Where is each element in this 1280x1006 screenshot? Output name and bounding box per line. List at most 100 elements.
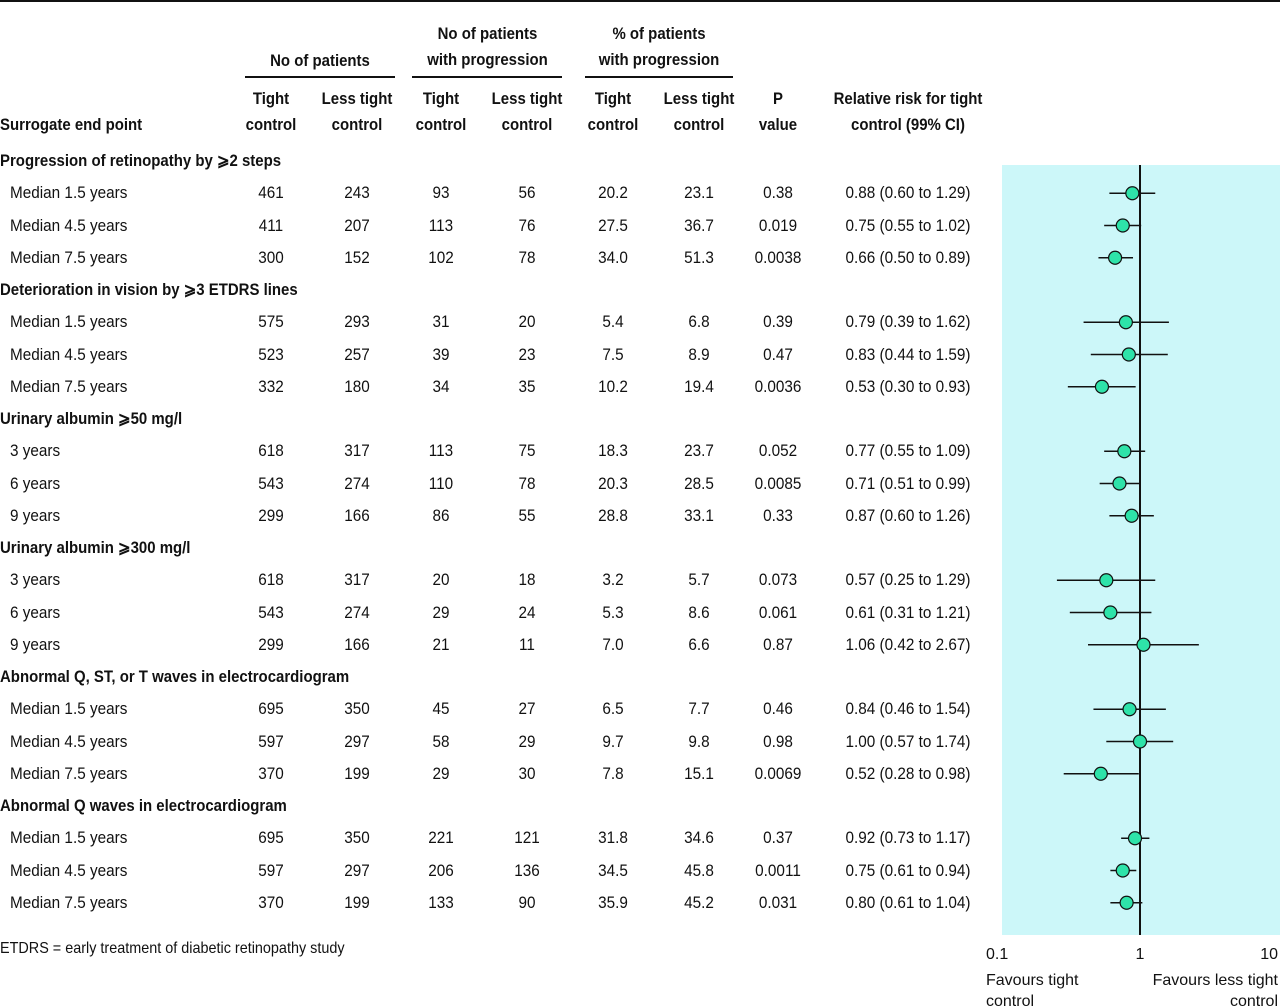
cell-pct-less: 6.8 bbox=[688, 312, 710, 332]
favours-less-tight-label: control bbox=[1230, 993, 1278, 1006]
rr-marker bbox=[1099, 573, 1114, 588]
cell-p: 0.0085 bbox=[754, 473, 802, 493]
row-label: Median 1.5 years bbox=[10, 828, 128, 848]
rr-marker bbox=[1127, 831, 1143, 846]
row-label: Median 4.5 years bbox=[10, 344, 128, 364]
axis-tick-label: 0.1 bbox=[986, 946, 1008, 963]
cell-p: 0.052 bbox=[758, 441, 798, 461]
cell-rr-text: 1.00 (0.57 to 1.74) bbox=[845, 731, 971, 751]
header-prog-less: Less tight control bbox=[487, 86, 566, 138]
cell-n-less: 297 bbox=[344, 860, 370, 880]
cell-prog-less: 78 bbox=[518, 473, 536, 493]
cell-p: 0.061 bbox=[758, 602, 798, 622]
cell-n-less: 199 bbox=[344, 892, 370, 912]
header-rr-line1: Relative risk for tight bbox=[833, 89, 983, 108]
cell-prog-tight: 58 bbox=[432, 731, 450, 751]
cell-rr-text: 0.75 (0.55 to 1.02) bbox=[845, 215, 971, 235]
cell-pct-tight: 5.4 bbox=[602, 312, 624, 332]
cell-p: 0.47 bbox=[763, 344, 793, 364]
cell-p: 0.37 bbox=[763, 828, 793, 848]
cell-prog-less: 18 bbox=[518, 570, 536, 590]
section-title: Urinary albumin ⩾50 mg/l bbox=[0, 409, 183, 428]
rr-marker bbox=[1132, 734, 1148, 749]
cell-prog-tight: 113 bbox=[428, 441, 454, 461]
cell-pct-less: 8.9 bbox=[688, 344, 710, 364]
cell-rr-text: 0.79 (0.39 to 1.62) bbox=[845, 312, 971, 332]
cell-pct-less: 8.6 bbox=[688, 602, 710, 622]
table-row: Median 7.5 years 370 199 133 90 35.9 45.2 0.031… bbox=[0, 887, 1000, 919]
header-pct-tight-line1: Tight bbox=[594, 89, 632, 108]
header-prog-tight-line2: control bbox=[415, 115, 467, 134]
header-n-less-line1: Less tight bbox=[321, 89, 393, 108]
table-row: Median 4.5 years 411 207 113 76 27.5 36.7 0.019… bbox=[0, 210, 1000, 242]
cell-pct-tight: 20.2 bbox=[598, 183, 628, 203]
cell-n-tight: 618 bbox=[258, 441, 284, 461]
table-row: Median 4.5 years 597 297 58 29 9.7 9.8 0.98 1.00… bbox=[0, 726, 1000, 758]
cell-pct-tight: 28.8 bbox=[598, 505, 628, 525]
table-row: 9 years 299 166 86 55 28.8 33.1 0.33 0.87 (0.60 … bbox=[0, 500, 1000, 532]
cell-prog-tight: 31 bbox=[432, 312, 450, 332]
cell-rr-text: 0.88 (0.60 to 1.29) bbox=[845, 183, 971, 203]
cell-n-tight: 370 bbox=[258, 763, 284, 783]
cell-prog-less: 35 bbox=[518, 376, 536, 396]
cell-p: 0.031 bbox=[758, 892, 798, 912]
rr-marker bbox=[1117, 444, 1132, 459]
row-label: Median 7.5 years bbox=[10, 763, 128, 783]
header-group-pct-rule bbox=[585, 76, 733, 78]
header-group-progression: No of patients with progression bbox=[415, 21, 560, 73]
rr-marker bbox=[1093, 766, 1108, 781]
cell-p: 0.87 bbox=[763, 634, 793, 654]
table-row: Median 1.5 years 695 350 45 27 6.5 7.7 0.46 0.84… bbox=[0, 693, 1000, 725]
cell-pct-tight: 10.2 bbox=[598, 376, 628, 396]
table-row: Median 7.5 years 300 152 102 78 34.0 51.3 0.003… bbox=[0, 242, 1000, 274]
cell-n-less: 293 bbox=[344, 312, 370, 332]
cell-p: 0.0069 bbox=[754, 763, 802, 783]
cell-n-tight: 695 bbox=[258, 828, 284, 848]
cell-n-tight: 543 bbox=[258, 473, 284, 493]
cell-n-tight: 370 bbox=[258, 892, 284, 912]
cell-pct-less: 15.1 bbox=[684, 763, 714, 783]
row-label: Median 1.5 years bbox=[10, 312, 128, 332]
cell-rr-text: 0.53 (0.30 to 0.93) bbox=[845, 376, 971, 396]
cell-pct-less: 33.1 bbox=[684, 505, 714, 525]
cell-n-tight: 618 bbox=[258, 570, 284, 590]
cell-pct-tight: 18.3 bbox=[598, 441, 628, 461]
cell-rr-text: 0.52 (0.28 to 0.98) bbox=[845, 763, 971, 783]
rr-marker bbox=[1122, 702, 1137, 717]
rr-marker bbox=[1115, 863, 1130, 878]
cell-prog-less: 56 bbox=[518, 183, 536, 203]
row-label: 3 years bbox=[10, 570, 61, 590]
rr-marker bbox=[1121, 347, 1136, 362]
header-pct-tight: Tight control bbox=[582, 86, 644, 138]
cell-n-less: 243 bbox=[344, 183, 370, 203]
header-pct-less: Less tight control bbox=[659, 86, 738, 138]
cell-prog-less: 27 bbox=[518, 699, 536, 719]
cell-pct-less: 5.7 bbox=[688, 570, 710, 590]
cell-prog-less: 75 bbox=[518, 441, 536, 461]
cell-n-tight: 461 bbox=[258, 183, 284, 203]
cell-prog-less: 23 bbox=[518, 344, 536, 364]
cell-prog-tight: 34 bbox=[432, 376, 450, 396]
rr-marker bbox=[1115, 218, 1130, 233]
section-title: Abnormal Q, ST, or T waves in electrocar… bbox=[0, 667, 350, 686]
cell-prog-tight: 102 bbox=[428, 247, 454, 267]
cell-prog-tight: 39 bbox=[432, 344, 450, 364]
cell-n-tight: 300 bbox=[258, 247, 284, 267]
cell-n-less: 166 bbox=[344, 505, 370, 525]
favours-less-tight-label: Favours less tight bbox=[1153, 972, 1279, 989]
row-label: 9 years bbox=[10, 505, 61, 525]
cell-p: 0.38 bbox=[763, 183, 793, 203]
cell-n-less: 350 bbox=[344, 699, 370, 719]
header-n-tight: Tight control bbox=[240, 86, 302, 138]
cell-n-less: 350 bbox=[344, 828, 370, 848]
cell-pct-less: 9.8 bbox=[688, 731, 710, 751]
cell-n-less: 257 bbox=[344, 344, 370, 364]
cell-prog-tight: 29 bbox=[432, 763, 450, 783]
cell-prog-less: 136 bbox=[514, 860, 540, 880]
row-label: Median 1.5 years bbox=[10, 183, 128, 203]
cell-prog-less: 29 bbox=[518, 731, 536, 751]
section-title: Abnormal Q waves in electrocardiogram bbox=[0, 796, 287, 815]
rr-marker bbox=[1125, 186, 1140, 201]
